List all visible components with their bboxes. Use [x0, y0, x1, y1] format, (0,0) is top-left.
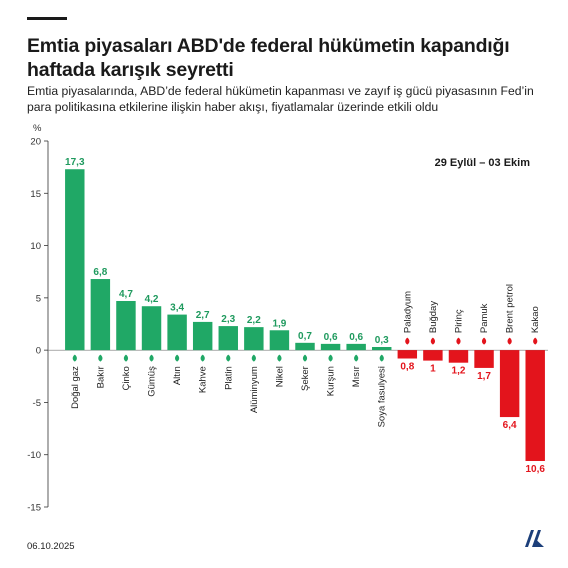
- category-label: Kahve: [198, 366, 209, 393]
- category-label: Alüminyum: [249, 366, 260, 413]
- value-label: 4,2: [145, 294, 159, 305]
- bar-12: [346, 343, 366, 351]
- y-tick-label: 0: [36, 346, 41, 357]
- category-label: Pirinç: [453, 309, 464, 333]
- leaf-icon: [123, 354, 129, 362]
- y-tick-label: -15: [27, 503, 41, 514]
- y-tick-label: -5: [33, 398, 41, 409]
- value-label: 6,8: [93, 267, 107, 278]
- y-tick-label: 15: [30, 189, 41, 200]
- y-tick-label: 10: [30, 241, 41, 252]
- coffee-bean-icon: [200, 354, 205, 362]
- bar-3: [116, 300, 136, 351]
- leaf-icon: [302, 354, 308, 362]
- soybean-icon: [379, 354, 384, 362]
- leaf-icon: [98, 354, 103, 362]
- value-label: 1: [430, 364, 436, 375]
- category-label: Kakao: [530, 306, 541, 333]
- leaf-icon: [277, 354, 282, 362]
- value-label: 0,3: [375, 335, 389, 346]
- rice-icon: [456, 337, 461, 345]
- category-label: Şeker: [300, 366, 311, 391]
- bar-16: [448, 350, 469, 363]
- bar-5: [167, 314, 187, 351]
- value-label: 1,2: [452, 366, 466, 377]
- value-label: 2,3: [221, 314, 235, 325]
- value-label: 0,8: [400, 362, 414, 373]
- bar-4: [141, 306, 162, 351]
- category-label: Brent petrol: [505, 284, 516, 333]
- bar-1: [65, 169, 85, 351]
- value-label: 0,6: [349, 332, 363, 343]
- category-label: Paladyum: [402, 291, 413, 333]
- bar-19: [525, 350, 545, 461]
- category-label: Gümüş: [147, 366, 158, 397]
- value-label: 4,7: [119, 289, 133, 300]
- value-label: 2,2: [247, 315, 261, 326]
- period-label: 29 Eylül – 03 Ekim: [435, 157, 531, 169]
- cocoa-icon: [533, 337, 538, 345]
- y-tick-label: 20: [30, 137, 41, 148]
- leaf-icon: [251, 354, 256, 362]
- bar-10: [295, 342, 315, 351]
- bar-9: [269, 330, 290, 351]
- title-accent-bar: [27, 17, 67, 20]
- category-label: Nikel: [274, 366, 285, 387]
- leaf-icon: [149, 354, 154, 362]
- value-label: 0,7: [298, 331, 312, 342]
- category-label: Altın: [172, 366, 183, 385]
- category-label: Kurşun: [326, 366, 337, 396]
- page-title: Emtia piyasaları ABD'de federal hükümeti…: [27, 35, 510, 81]
- wheat-icon: [430, 337, 435, 345]
- value-label: 6,4: [503, 420, 517, 431]
- category-label: Doğal gaz: [70, 366, 81, 409]
- category-label: Buğday: [428, 301, 439, 333]
- plant-icon: [354, 354, 359, 362]
- bar-14: [397, 350, 418, 359]
- bar-17: [474, 350, 494, 368]
- category-label: Soya fasulyesi: [377, 366, 388, 427]
- value-label: 17,3: [65, 157, 85, 168]
- bar-18: [499, 350, 520, 418]
- bar-7: [218, 326, 238, 351]
- category-label: Çinko: [121, 366, 132, 390]
- bar-8: [244, 327, 264, 351]
- value-label: 1,9: [272, 318, 286, 329]
- bar-2: [90, 279, 111, 351]
- category-label: Pamuk: [479, 303, 490, 333]
- cotton-icon: [481, 337, 487, 345]
- publication-date: 06.10.2025: [27, 541, 75, 552]
- oil-barrel-icon: [507, 337, 512, 345]
- category-label: Bakır: [95, 366, 106, 388]
- flame-icon: [72, 354, 77, 362]
- value-label: 2,7: [196, 310, 210, 321]
- leaf-icon: [226, 354, 231, 362]
- category-label: Mısır: [351, 366, 362, 387]
- value-label: 0,6: [324, 332, 338, 343]
- bar-11: [320, 343, 341, 351]
- bar-15: [423, 350, 443, 361]
- y-tick-label: -10: [27, 450, 41, 461]
- leaf-icon: [175, 354, 180, 362]
- value-label: 3,4: [170, 303, 184, 314]
- page-subtitle: Emtia piyasalarında, ABD’de federal hükü…: [27, 84, 534, 114]
- y-axis-unit-label: %: [33, 123, 42, 134]
- leaf-icon: [405, 337, 410, 345]
- agency-logo-icon: [525, 530, 544, 547]
- leaf-icon: [328, 354, 333, 362]
- value-label: 1,7: [477, 371, 491, 382]
- bar-13: [372, 347, 392, 351]
- category-label: Platin: [223, 366, 234, 390]
- bar-6: [192, 321, 213, 351]
- y-tick-label: 5: [36, 293, 41, 304]
- value-label: 10,6: [525, 464, 545, 475]
